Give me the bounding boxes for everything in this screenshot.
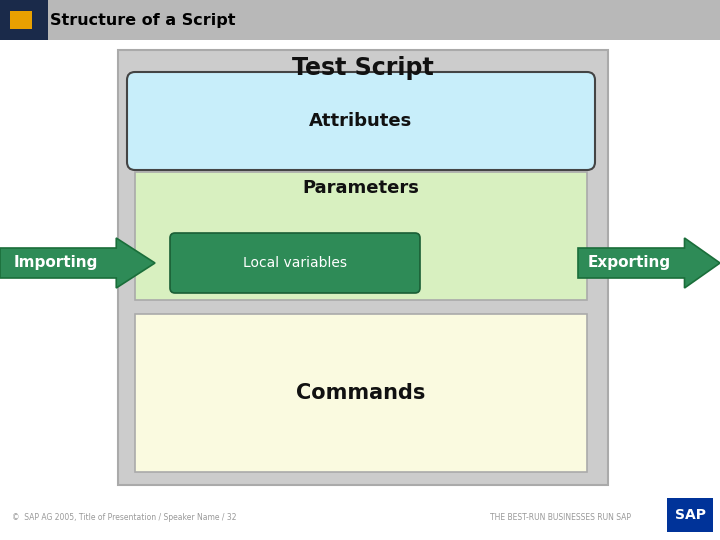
Bar (0, 0, 48, 40)
Polygon shape (578, 238, 720, 288)
Bar (10, 11, 32, 29)
Text: THE BEST-RUN BUSINESSES RUN SAP: THE BEST-RUN BUSINESSES RUN SAP (490, 514, 631, 523)
Bar (667, 498, 713, 532)
Polygon shape (0, 238, 155, 288)
Text: Parameters: Parameters (302, 179, 420, 197)
Text: Importing: Importing (14, 255, 98, 271)
Text: Attributes: Attributes (310, 112, 413, 130)
Text: Exporting: Exporting (588, 255, 671, 271)
Text: SAP: SAP (675, 508, 706, 522)
Text: Commands: Commands (297, 383, 426, 403)
Bar (135, 172, 587, 300)
Bar (135, 314, 587, 472)
Text: Structure of a Script: Structure of a Script (50, 12, 235, 28)
FancyBboxPatch shape (170, 233, 420, 293)
FancyBboxPatch shape (127, 72, 595, 170)
Bar (48, 0, 720, 40)
Bar (118, 50, 608, 485)
Text: Test Script: Test Script (292, 56, 434, 80)
Text: ©  SAP AG 2005, Title of Presentation / Speaker Name / 32: © SAP AG 2005, Title of Presentation / S… (12, 514, 236, 523)
Text: Local variables: Local variables (243, 256, 347, 270)
